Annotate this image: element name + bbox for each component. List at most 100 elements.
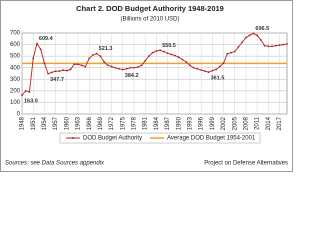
y-tick-label: 0 bbox=[17, 112, 21, 118]
point bbox=[174, 54, 176, 57]
point bbox=[222, 62, 225, 64]
point bbox=[278, 44, 281, 47]
point bbox=[271, 45, 273, 48]
point bbox=[211, 69, 214, 72]
credit: Project on Defense Alternatives bbox=[204, 161, 288, 167]
y-tick-label: 600 bbox=[10, 42, 21, 48]
x-tick-label: 1957 bbox=[53, 116, 59, 130]
point bbox=[151, 51, 154, 54]
x-tick-label: 1996 bbox=[199, 116, 205, 130]
chart-subtitle: (Billions of 2010 USD) bbox=[120, 17, 179, 23]
value-label: 521.3 bbox=[99, 46, 113, 52]
point bbox=[32, 57, 35, 60]
point bbox=[200, 69, 203, 71]
point bbox=[282, 43, 285, 46]
point bbox=[155, 50, 158, 52]
point bbox=[241, 41, 244, 44]
point bbox=[237, 45, 240, 48]
point bbox=[230, 51, 232, 54]
point bbox=[99, 55, 102, 58]
point bbox=[267, 45, 270, 48]
chart: Chart 2. DOD Budget Authority 1948-2019 … bbox=[0, 0, 293, 172]
point bbox=[106, 64, 109, 67]
x-tick-label: 1966 bbox=[87, 116, 93, 130]
point bbox=[274, 44, 277, 47]
x-tick-label: 2008 bbox=[244, 116, 250, 130]
point bbox=[43, 62, 46, 64]
point bbox=[88, 57, 91, 60]
point bbox=[144, 59, 147, 62]
point bbox=[62, 69, 64, 71]
point bbox=[196, 67, 199, 70]
x-tick-label: 1999 bbox=[210, 116, 216, 130]
legend-label: Average DOD Budget 1954-2001 bbox=[167, 136, 256, 142]
x-tick-label: 2017 bbox=[277, 116, 283, 130]
point bbox=[95, 52, 98, 55]
point bbox=[166, 52, 169, 55]
x-tick-label: 1963 bbox=[76, 116, 82, 130]
point bbox=[110, 65, 113, 68]
x-tick-label: 1975 bbox=[120, 116, 126, 130]
point bbox=[118, 67, 120, 70]
point bbox=[54, 70, 57, 73]
y-tick-label: 500 bbox=[10, 54, 21, 60]
point bbox=[36, 42, 38, 45]
value-label: 609.4 bbox=[39, 36, 54, 42]
point bbox=[207, 71, 210, 74]
x-tick-label: 2014 bbox=[266, 116, 272, 130]
point bbox=[125, 67, 128, 70]
point bbox=[233, 50, 236, 53]
point bbox=[203, 70, 206, 73]
point bbox=[39, 48, 42, 51]
legend-swatch bbox=[72, 137, 74, 139]
value-label: 347.7 bbox=[50, 77, 64, 83]
legend-label: DOD Budget Authority bbox=[83, 136, 142, 142]
point bbox=[192, 66, 195, 69]
value-label: 163.0 bbox=[24, 99, 38, 105]
x-tick-label: 1978 bbox=[132, 116, 138, 130]
x-tick-label: 1960 bbox=[64, 116, 70, 130]
point bbox=[24, 89, 27, 92]
x-tick-label: 1969 bbox=[98, 116, 104, 130]
point bbox=[263, 44, 266, 47]
point bbox=[218, 65, 221, 68]
value-label: 384.2 bbox=[125, 73, 139, 79]
point bbox=[140, 64, 143, 67]
x-tick-label: 1987 bbox=[165, 116, 171, 130]
point bbox=[148, 55, 150, 58]
point bbox=[170, 53, 173, 56]
value-label: 361.5 bbox=[211, 76, 225, 82]
x-tick-label: 1984 bbox=[154, 116, 160, 130]
value-label: 696.5 bbox=[255, 26, 269, 32]
point bbox=[259, 39, 262, 41]
point bbox=[92, 54, 94, 56]
point bbox=[47, 72, 50, 75]
point bbox=[58, 70, 61, 73]
point bbox=[162, 50, 165, 53]
point bbox=[103, 61, 106, 63]
point bbox=[248, 34, 251, 37]
x-tick-label: 1981 bbox=[143, 116, 149, 130]
point bbox=[256, 34, 259, 37]
point bbox=[185, 61, 188, 63]
point bbox=[226, 52, 229, 55]
x-tick-label: 2005 bbox=[232, 116, 238, 130]
x-tick-label: 1990 bbox=[176, 116, 182, 130]
point bbox=[80, 64, 83, 67]
point bbox=[136, 66, 139, 69]
y-tick-label: 100 bbox=[10, 100, 21, 106]
point bbox=[65, 69, 68, 72]
point bbox=[159, 49, 161, 52]
point bbox=[252, 32, 255, 35]
plot-area bbox=[21, 32, 288, 115]
point bbox=[215, 68, 217, 71]
y-tick-label: 200 bbox=[10, 88, 21, 94]
point bbox=[177, 56, 180, 59]
point bbox=[69, 68, 72, 71]
point bbox=[189, 64, 191, 67]
point bbox=[84, 65, 87, 68]
x-tick-label: 1951 bbox=[31, 116, 37, 130]
y-tick-label: 300 bbox=[10, 77, 21, 83]
x-tick-label: 2011 bbox=[255, 116, 261, 130]
chart-title: Chart 2. DOD Budget Authority 1948-2019 bbox=[76, 4, 224, 13]
